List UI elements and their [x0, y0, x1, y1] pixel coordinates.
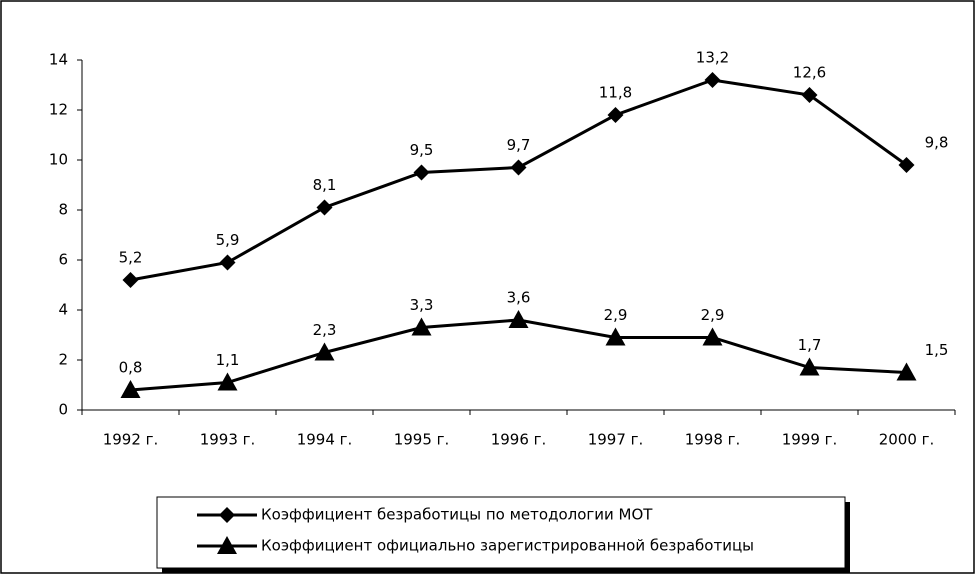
data-point — [411, 317, 432, 336]
data-label: 2,3 — [313, 321, 337, 339]
data-point — [898, 157, 915, 173]
data-label: 13,2 — [696, 49, 729, 67]
data-point — [217, 372, 238, 391]
data-point — [607, 107, 624, 123]
y-tick-label: 6 — [58, 251, 68, 269]
data-label: 1,1 — [216, 351, 240, 369]
data-label: 3,6 — [507, 289, 531, 307]
x-tick-label: 1998 г. — [685, 431, 741, 449]
x-tick-label: 1994 г. — [297, 431, 353, 449]
y-tick-label: 12 — [49, 101, 68, 119]
legend-marker — [217, 536, 237, 554]
y-tick-label: 14 — [49, 51, 68, 69]
data-label: 11,8 — [599, 84, 632, 102]
x-tick-label: 1999 г. — [782, 431, 838, 449]
data-label: 5,2 — [119, 249, 143, 267]
data-point — [316, 199, 333, 216]
y-tick-label: 8 — [58, 201, 68, 219]
legend-box — [156, 496, 846, 569]
data-label: 9,5 — [410, 141, 434, 159]
data-point — [413, 164, 430, 181]
data-label: 5,9 — [216, 231, 240, 249]
data-point — [799, 357, 820, 376]
x-tick-label: 1992 г. — [103, 431, 159, 449]
y-tick-label: 2 — [58, 351, 68, 369]
data-label: 8,1 — [313, 176, 337, 194]
data-point — [704, 72, 721, 88]
data-point — [120, 380, 141, 398]
data-label: 1,5 — [925, 341, 949, 359]
data-label: 9,7 — [507, 136, 531, 154]
legend-label: Коэффициент официально зарегистрированно… — [261, 537, 754, 555]
data-point — [219, 254, 236, 271]
data-label: 2,9 — [604, 306, 628, 324]
data-point — [314, 342, 335, 361]
x-tick-label: 1996 г. — [491, 431, 547, 449]
data-point — [122, 272, 139, 288]
data-point — [702, 327, 723, 346]
data-label: 9,8 — [925, 134, 949, 152]
data-label: 2,9 — [701, 306, 725, 324]
data-point — [605, 327, 626, 346]
data-label: 12,6 — [793, 64, 826, 82]
x-tick-label: 2000 г. — [879, 431, 935, 449]
y-tick-label: 0 — [58, 401, 68, 419]
y-tick-label: 4 — [58, 301, 68, 319]
legend-marker — [219, 507, 235, 523]
data-label: 0,8 — [119, 359, 143, 377]
x-tick-label: 1995 г. — [394, 431, 450, 449]
legend-label: Коэффициент безработицы по методологии М… — [261, 506, 653, 524]
x-tick-label: 1993 г. — [200, 431, 256, 449]
data-point — [508, 310, 529, 328]
data-label: 3,3 — [410, 296, 434, 314]
y-tick-label: 10 — [49, 151, 68, 169]
data-point — [801, 87, 818, 103]
data-point — [896, 362, 917, 381]
data-point — [510, 159, 527, 176]
data-label: 1,7 — [798, 336, 822, 354]
x-tick-label: 1997 г. — [588, 431, 644, 449]
